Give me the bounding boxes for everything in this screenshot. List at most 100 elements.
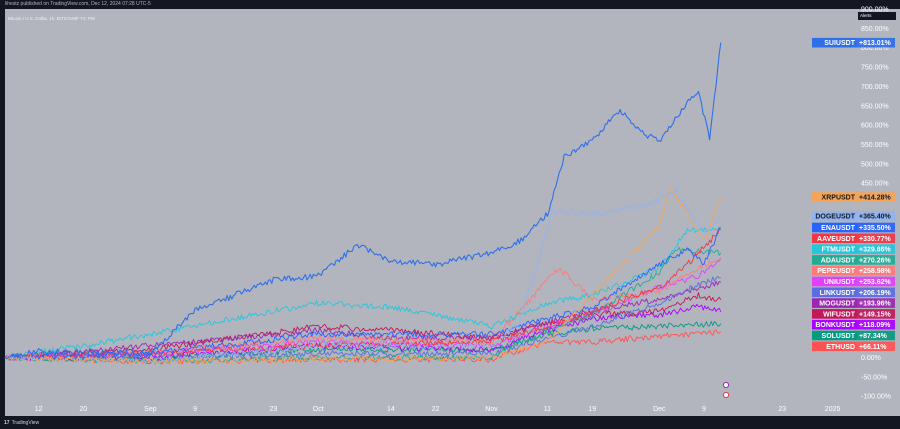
series-line-xrpusdt[interactable] bbox=[4, 187, 722, 365]
x-tick-label: Nov bbox=[485, 406, 498, 413]
x-axis[interactable] bbox=[5, 400, 900, 416]
series-tag-name: DOGEUSDT bbox=[815, 214, 855, 221]
series-tag-xrpusdt[interactable]: XRPUSDT +414.28% bbox=[812, 192, 895, 202]
series-tag-value: +365.40% bbox=[859, 214, 891, 221]
x-tick-label: 12 bbox=[35, 406, 43, 413]
series-tag-value-bg bbox=[857, 233, 895, 244]
y-tick-label: 800.00% bbox=[861, 45, 889, 52]
series-tag-solusdt[interactable]: SOLUSDT +87.34% bbox=[812, 330, 895, 341]
y-tick-label: 600.00% bbox=[861, 123, 889, 130]
series-tag-name: WIFUSDT bbox=[823, 311, 856, 318]
x-tick-label: 9 bbox=[193, 406, 197, 413]
series-tag-value-bg bbox=[857, 37, 895, 48]
series-tag-value-bg bbox=[857, 192, 895, 202]
x-tick-label: Oct bbox=[313, 406, 324, 413]
y-tick-label: 0.00% bbox=[861, 355, 881, 362]
series-tag-name: FTMUSDT bbox=[822, 247, 856, 254]
series-tag-name-bg bbox=[812, 192, 857, 202]
chart-event-markers[interactable] bbox=[722, 381, 730, 399]
x-tick-label: 2025 bbox=[825, 406, 841, 413]
series-line-bonkusdt[interactable] bbox=[4, 303, 722, 361]
series-tag-pepeusdt[interactable]: PEPEUSDT +258.98% bbox=[812, 265, 895, 276]
series-tag-value-bg bbox=[857, 255, 895, 265]
series-line-dogeusdt[interactable] bbox=[4, 188, 721, 364]
x-tick-label: 23 bbox=[778, 406, 786, 413]
series-tag-enausdt[interactable]: ENAUSDT +335.50% bbox=[812, 222, 895, 233]
x-tick-label: 19 bbox=[588, 406, 596, 413]
x-tick-label: 9 bbox=[702, 406, 706, 413]
alerts-badge[interactable]: Alerts bbox=[858, 12, 896, 20]
y-tick-label: 650.00% bbox=[861, 103, 889, 110]
series-tag-value-bg bbox=[857, 265, 895, 276]
series-tag-ethusd[interactable]: ETHUSD +66.11% bbox=[812, 341, 895, 352]
series-tag-linkusdt[interactable]: LINKUSDT +206.19% bbox=[812, 287, 895, 298]
series-tag-name: PEPEUSDT bbox=[817, 268, 855, 275]
y-tick-label: 500.00% bbox=[861, 161, 889, 168]
series-tag-value: +813.01% bbox=[859, 40, 891, 47]
series-tag-value-bg bbox=[857, 341, 895, 352]
series-tag-name: SUIUSDT bbox=[824, 40, 855, 47]
series-tag-uniusdt[interactable]: UNIUSDT +253.62% bbox=[812, 276, 895, 287]
x-tick-labels: 12 20 Sep 9 23 Oct 14 22 Nov 11 19 Dec 9 23 2025 bbox=[35, 406, 841, 413]
series-tag-name-bg bbox=[812, 309, 857, 319]
tradingview-logo-icon: 17 bbox=[4, 420, 10, 426]
series-tag-value-bg bbox=[857, 287, 895, 298]
series-tag-name-bg bbox=[812, 211, 857, 221]
x-tick-label: 22 bbox=[432, 406, 440, 413]
tradingview-brand-text: TradingView bbox=[11, 420, 40, 426]
series-layer bbox=[4, 42, 722, 365]
series-last-value-tags: SUIUSDT +813.01% XRPUSDT +414.28% DOGEUSDT +3… bbox=[812, 37, 895, 352]
series-tag-value: +330.77% bbox=[859, 236, 891, 243]
series-tag-name-bg bbox=[812, 298, 857, 308]
x-tick-label: 11 bbox=[544, 406, 551, 413]
y-tick-label: 450.00% bbox=[861, 181, 889, 188]
series-tag-name-bg bbox=[812, 341, 857, 352]
series-line-linkusdt[interactable] bbox=[4, 275, 721, 361]
series-tag-value: +87.34% bbox=[859, 333, 888, 340]
series-tag-name-bg bbox=[812, 255, 857, 265]
series-tag-value-bg bbox=[857, 276, 895, 287]
series-tag-value-bg bbox=[857, 319, 895, 330]
series-tag-wifusdt[interactable]: WIFUSDT +149.15% bbox=[812, 309, 895, 319]
series-tag-name: ADAUSDT bbox=[821, 257, 856, 264]
series-tag-aaveusdt[interactable]: AAVEUSDT +330.77% bbox=[812, 233, 895, 244]
series-tag-name: MOGUSDT bbox=[819, 301, 856, 308]
series-line-ftmusdt[interactable] bbox=[4, 226, 722, 359]
series-line-aaveusdt[interactable] bbox=[4, 229, 721, 361]
series-tag-mogusdt[interactable]: MOGUSDT +193.96% bbox=[812, 298, 895, 308]
series-tag-name-bg bbox=[812, 319, 857, 330]
series-tag-bonkusdt[interactable]: BONKUSDT +118.09% bbox=[812, 319, 895, 330]
series-tag-value-bg bbox=[857, 298, 895, 308]
series-tag-name-bg bbox=[812, 233, 857, 244]
series-line-enausdt[interactable] bbox=[4, 227, 721, 361]
series-tag-value: +335.50% bbox=[859, 225, 891, 232]
series-tag-value-bg bbox=[857, 309, 895, 319]
series-tag-name-bg bbox=[812, 330, 857, 341]
series-tag-suiusdt[interactable]: SUIUSDT +813.01% bbox=[812, 37, 895, 48]
y-tick-label: -50.00% bbox=[861, 374, 887, 381]
series-tag-value-bg bbox=[857, 222, 895, 233]
publisher-line: lihestz published on TradingView.com, De… bbox=[5, 1, 151, 7]
series-line-suiusdt[interactable] bbox=[4, 42, 722, 360]
series-line-solusdt[interactable] bbox=[4, 321, 722, 363]
series-tag-name: ENAUSDT bbox=[821, 225, 856, 232]
series-tag-value-bg bbox=[857, 330, 895, 341]
series-tag-ftmusdt[interactable]: FTMUSDT +329.66% bbox=[812, 244, 895, 254]
series-tag-value: +414.28% bbox=[859, 195, 891, 202]
series-tag-value: +118.09% bbox=[859, 322, 891, 329]
series-tag-name-bg bbox=[812, 287, 857, 298]
y-tick-labels: 900.00% 850.00% 800.00% 750.00% 700.00% 650.0… bbox=[861, 7, 891, 401]
series-line-wifusdt[interactable] bbox=[4, 292, 722, 361]
series-tag-dogeusdt[interactable]: DOGEUSDT +365.40% bbox=[812, 211, 895, 221]
y-tick-label: -100.00% bbox=[861, 394, 891, 401]
top-bar: lihestz published on TradingView.com, De… bbox=[0, 0, 900, 9]
series-tag-value: +149.15% bbox=[859, 311, 891, 318]
series-tag-adausdt[interactable]: ADAUSDT +270.26% bbox=[812, 255, 895, 265]
series-tag-name-bg bbox=[812, 37, 857, 48]
series-tag-name: XRPUSDT bbox=[822, 195, 856, 202]
series-tag-value: +329.66% bbox=[859, 247, 891, 254]
tradingview-logo[interactable]: 17 TradingView bbox=[4, 420, 39, 426]
series-tag-name: UNIUSDT bbox=[824, 279, 856, 286]
x-tick-label: 20 bbox=[79, 406, 87, 413]
